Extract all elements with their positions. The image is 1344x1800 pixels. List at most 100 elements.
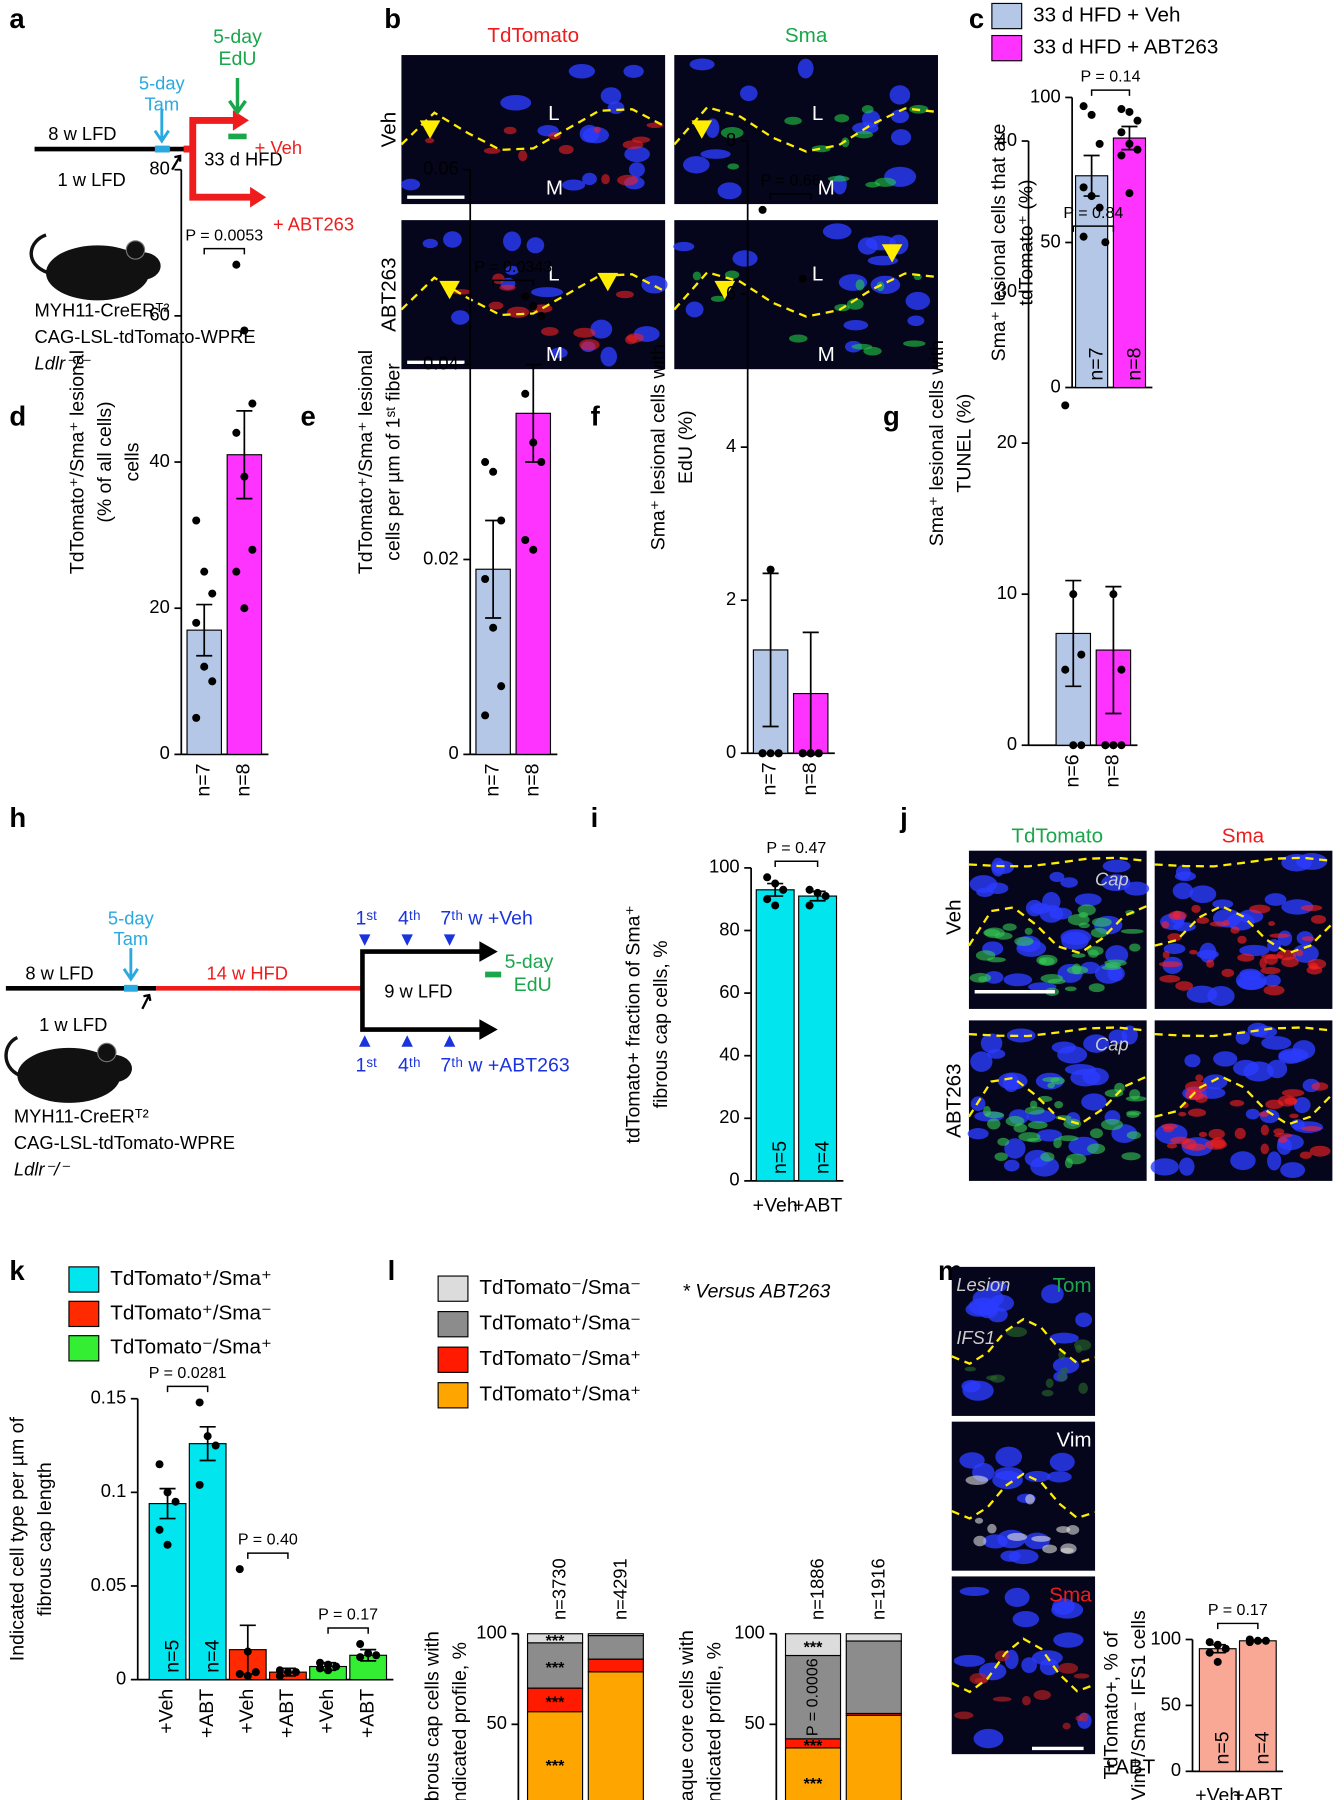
panel-label: f [591,401,601,432]
nucleus [526,237,545,254]
significance-bracket [166,1385,209,1393]
signal [1249,904,1271,914]
data-point [763,895,772,904]
data-point [763,873,772,882]
signal [1058,1662,1079,1674]
nucleus [1150,1158,1179,1176]
row-label: ABT263 [377,257,400,332]
signal [631,136,651,143]
nucleus [732,250,758,267]
data-point [798,749,807,758]
x-tick-label: n=7 [481,764,503,797]
y-tick-label: 4 [726,435,736,456]
y-tick-label: 6 [726,282,736,303]
data-point [240,472,249,481]
x-tick-label: +ABT [1233,1785,1282,1800]
nucleus [685,301,704,318]
nucleus [717,182,742,200]
nucleus [443,231,462,248]
nucleus [1041,1284,1064,1304]
signal [1014,936,1034,946]
signal [624,335,638,345]
y-axis-label: Indicated cell type per µm of [7,1417,29,1662]
boundary [400,108,666,152]
signal [1060,1367,1069,1374]
y-tick-label: 2 [726,588,736,609]
data-point [481,458,490,467]
x-tick-label: +Veh [753,1194,798,1216]
y-tick-label: 0 [1050,375,1060,396]
data-point [332,1662,341,1671]
data-point [1061,401,1070,410]
legend-label: TdTomato⁺/Sma⁺ [110,1267,272,1290]
signal [1002,923,1017,931]
x-tick-label: n=6 [1061,754,1083,787]
panel-label: c [969,3,984,34]
condition-label: +ABT [1103,1755,1156,1778]
label: 14 w HFD [207,962,288,983]
signal [492,273,505,285]
nucleus [550,347,568,359]
signal [1062,1722,1071,1730]
nucleus [531,287,564,298]
y-tick-label: 0 [729,1169,739,1190]
p-value: P = 0.47 [766,839,826,857]
signal [1071,963,1082,975]
nucleus [1101,874,1131,892]
data-point [1095,203,1104,212]
n-label: n=5 [1212,1731,1234,1764]
y-axis-label: Vim⁺/Sma⁻ IFS1 cells [1128,1610,1150,1800]
nucleus [905,291,931,310]
nucleus [992,1470,1023,1490]
legend-swatch [991,34,1023,62]
y-tick-label: 50 [1040,230,1060,251]
data-point [155,1525,164,1534]
y-tick-label: 100 [1030,85,1061,106]
note: * Versus ABT263 [682,1280,830,1302]
label: 5-day [139,73,186,94]
signal [1166,1142,1178,1149]
panel-label: a [9,3,25,34]
region-label: IFS1 [956,1327,995,1348]
data-point [1205,1638,1214,1647]
signal [1024,927,1033,935]
nucleus [1243,1061,1274,1082]
y-tick-label: 80 [149,158,169,179]
nucleus [607,101,625,114]
error-bar [236,410,253,500]
data-point [364,1649,373,1658]
data-point [1245,1638,1254,1647]
signal [499,284,516,291]
nucleus [843,320,869,331]
signal [1025,1494,1035,1505]
significance-bracket [1090,89,1131,96]
signal [954,1711,974,1720]
region-label: L [812,263,823,286]
nucleus [683,156,710,174]
nucleus [1184,1054,1201,1068]
y-tick-label: 8 [726,129,736,150]
data-point [195,1480,204,1489]
signal [558,144,574,155]
nucleus [590,319,613,339]
n-label: n=4 [202,1640,224,1673]
x-tick-label: +ABT [196,1689,218,1738]
nucleus [1051,1601,1084,1619]
data-point [200,567,209,576]
signal [992,1696,1012,1702]
signal [969,972,992,983]
signal [1071,953,1086,958]
data-point [1117,665,1126,674]
data-point [208,589,217,598]
nucleus [689,58,715,71]
signal [579,339,600,351]
data-point [766,565,775,574]
legend-swatch [68,1300,100,1328]
nucleus [986,882,1009,894]
error-bar [1065,579,1082,688]
branch [183,116,253,201]
significance-bracket [492,279,535,287]
data-point [481,574,490,583]
x-tick-label: +ABT [276,1689,298,1738]
x-tick-label: +Veh [236,1689,258,1734]
